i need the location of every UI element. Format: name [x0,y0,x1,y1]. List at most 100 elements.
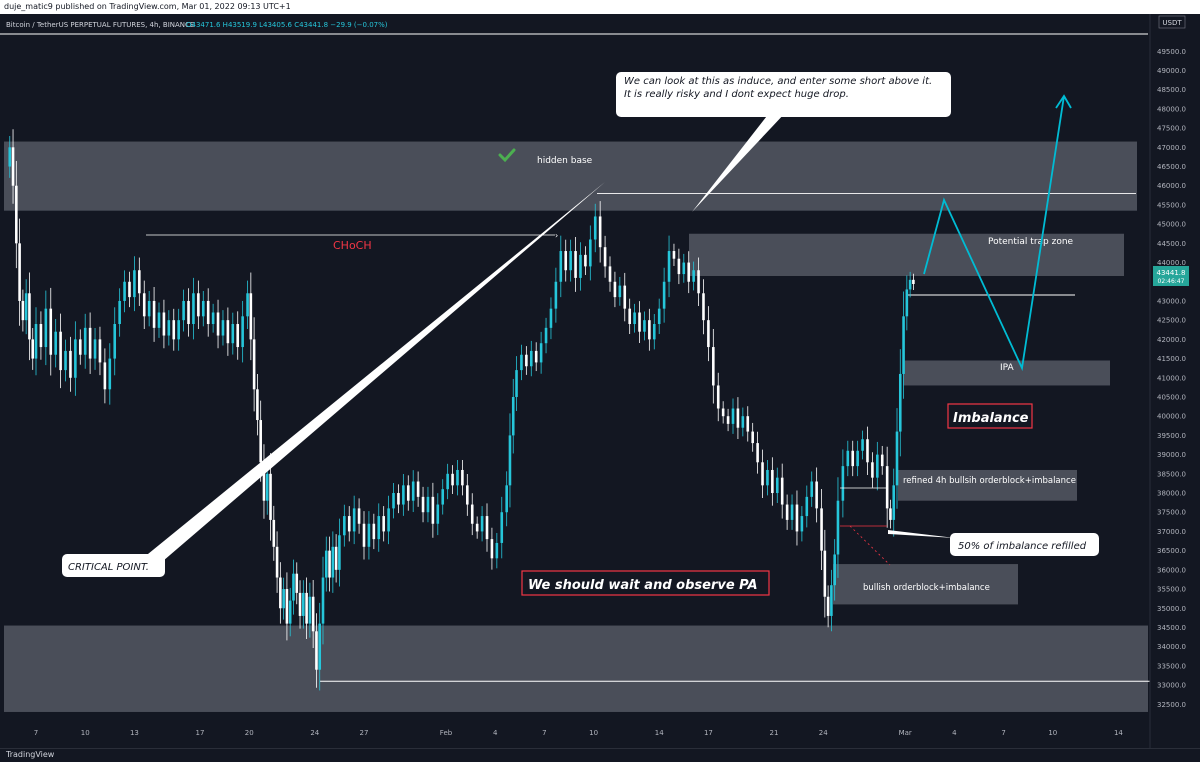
candle [167,310,171,346]
candle-body [272,519,276,547]
candle-body [841,466,845,501]
candle [716,372,720,422]
candle [21,289,25,332]
candle-body [59,331,62,371]
candle-body [608,266,612,282]
candle-body [534,350,538,363]
price-tick: 44000.0 [1157,259,1186,267]
candle [815,467,818,523]
candle-body [569,251,572,271]
currency-badge[interactable] [1158,15,1186,29]
candle [226,307,230,356]
candle-body [197,293,200,317]
time-tick: 17 [704,729,713,737]
candle [633,303,636,333]
candle-body [324,550,328,578]
candle-body [746,416,750,432]
candle [826,585,830,628]
candle [662,267,666,323]
candle-body [331,546,335,578]
footer-bar: TradingView [0,748,1200,762]
candle-body [69,350,72,378]
candle-body [334,546,338,570]
candle [638,301,641,344]
candle-body [172,320,176,340]
candle-body [241,316,244,348]
price-tick: 38500.0 [1157,470,1186,478]
candle-body [623,285,627,309]
candle [347,506,351,542]
candle [836,477,840,578]
price-chart[interactable]: 32500.0 33000.0 33500.0 34000.0 34500.0 35000… [0,14,1200,748]
price-tick: 37000.0 [1157,528,1186,536]
candle [113,307,117,376]
price-tick: 48500.0 [1157,86,1186,94]
candle-body [815,481,818,509]
candle-body [520,354,523,371]
candle [302,580,305,629]
candle [431,482,435,538]
candle-body [559,251,563,282]
candle [74,321,77,396]
candle-body [833,554,836,586]
candle-body [780,477,784,505]
candle [569,239,572,282]
candle-body [790,504,794,520]
candle [623,272,627,322]
candle [31,328,35,370]
candle [285,572,289,641]
candle-body [618,285,622,298]
candle-body [402,485,405,505]
candle [603,235,607,278]
candle-body [24,293,28,321]
candle-body [475,523,479,532]
candle [451,465,454,494]
candle-body [508,435,512,486]
candle-body [823,550,827,597]
last-price-marker: 43441.8 02:46:47 [1153,266,1189,286]
chart-area[interactable]: 32500.0 33000.0 33500.0 34000.0 34500.0 35000… [0,14,1200,748]
candle-body [133,270,136,298]
candle [800,506,804,542]
candle [382,506,385,542]
critical-box [62,554,165,577]
hidden-base-annotation: hidden base [498,148,593,166]
candle [485,503,489,552]
candle [820,488,823,571]
price-tick: 47000.0 [1157,144,1186,152]
candle-body [766,469,769,486]
candle [182,289,185,332]
candle [466,474,469,516]
candle-body [505,485,508,513]
candle-body [652,324,656,340]
symbol-name: Bitcoin / TetherUS PERPETUAL FUTURES, 4h… [6,21,194,29]
candle [895,408,899,509]
candle [397,484,400,514]
candle-body [707,320,710,348]
candle-body [367,523,371,547]
projection-path-layer [923,94,1072,372]
candle-body [549,308,553,328]
candle-body [866,439,869,463]
candle [315,613,318,688]
candle [579,242,582,291]
publish-line: duje_matic9 published on TradingView.com… [4,2,291,11]
candle [525,346,528,375]
candle-body [298,592,302,616]
time-tick: 10 [589,729,598,737]
price-tick: 33000.0 [1157,682,1186,690]
candle [308,582,312,638]
candle [83,313,87,369]
candle-body [74,339,77,378]
candle-body [795,504,799,532]
candle-body [672,251,676,259]
candle-body [574,251,577,278]
price-tick: 48000.0 [1157,105,1186,113]
candle [236,311,240,360]
choch-annotation: › CHoCH [146,231,558,252]
critical-label: CRITICAL POINT. [68,562,149,573]
candle-body [206,300,210,325]
candle [908,271,912,298]
candle-body [21,300,25,321]
publisher-bar: duje_matic9 published on TradingView.com… [0,0,1200,14]
